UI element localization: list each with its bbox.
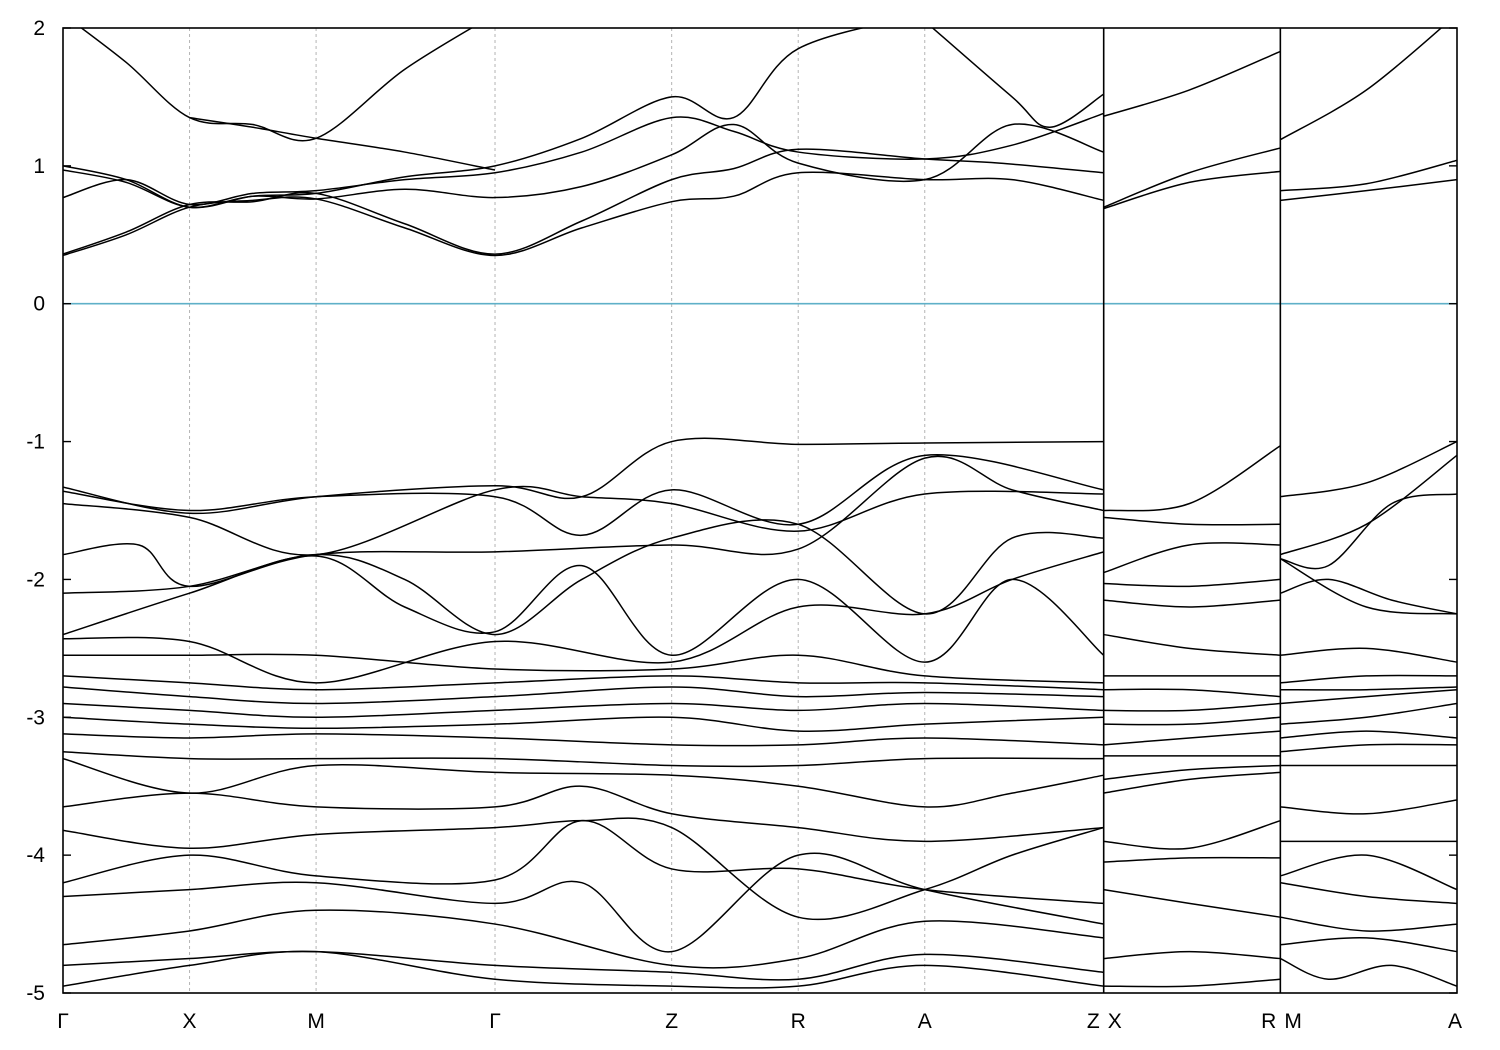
band-line xyxy=(63,819,1104,905)
band-line xyxy=(63,686,1104,705)
band-line xyxy=(1279,558,1457,615)
band-line xyxy=(63,950,1104,981)
y-tick-label: -3 xyxy=(26,706,45,729)
band-line xyxy=(1103,633,1281,656)
y-tick-label: 1 xyxy=(33,155,45,178)
band-line xyxy=(1280,957,1457,987)
band-line xyxy=(1280,936,1457,953)
band-curves xyxy=(63,28,1457,989)
band-line xyxy=(63,112,1104,206)
band-line xyxy=(1280,674,1457,684)
band-line xyxy=(931,28,1105,129)
band-line xyxy=(80,28,474,142)
band-line xyxy=(1103,771,1281,794)
band-line xyxy=(1280,454,1457,556)
band-line xyxy=(1103,978,1281,988)
band-line xyxy=(1103,542,1281,574)
band-line xyxy=(63,28,866,209)
band-line xyxy=(1280,688,1457,705)
x-tick-label: A xyxy=(1448,1010,1462,1033)
band-line xyxy=(63,551,1104,684)
band-line xyxy=(63,455,1104,588)
band-line xyxy=(1103,888,1281,918)
band-line xyxy=(1103,819,1281,850)
x-tick-label: Γ xyxy=(57,1010,69,1033)
y-tick-label: -1 xyxy=(26,431,45,454)
band-line xyxy=(1280,702,1457,725)
band-line xyxy=(1280,440,1457,498)
band-line xyxy=(1280,159,1457,192)
band-line xyxy=(63,653,1104,684)
band-line xyxy=(189,116,496,171)
band-line xyxy=(63,519,1104,636)
band-line xyxy=(1103,688,1281,698)
band-line xyxy=(63,716,1104,732)
band-line xyxy=(1103,702,1281,712)
x-tick-label: A xyxy=(918,1010,932,1033)
band-line xyxy=(1103,730,1281,746)
band-line xyxy=(63,437,1104,515)
band-line xyxy=(1280,578,1457,615)
band-line xyxy=(1103,516,1281,526)
x-tick-label: Z xyxy=(1087,1010,1100,1033)
band-line xyxy=(63,751,1104,768)
band-line xyxy=(63,950,1104,989)
band-line xyxy=(1280,730,1457,739)
band-line xyxy=(1103,445,1281,512)
x-tick-label: X xyxy=(183,1010,197,1033)
band-line xyxy=(63,733,1104,747)
x-tick-label: M xyxy=(307,1010,325,1033)
band-line xyxy=(1103,950,1281,960)
x-tick-label: M xyxy=(1284,1010,1302,1033)
plot-frame xyxy=(62,27,1458,994)
band-line xyxy=(1103,147,1281,208)
x-tick-label: R xyxy=(1261,1010,1276,1033)
band-line xyxy=(1103,50,1281,117)
k-point-gridlines xyxy=(189,28,926,993)
band-line xyxy=(1280,854,1457,891)
x-tick-label: Γ xyxy=(489,1010,501,1033)
x-tick-label: X xyxy=(1108,1010,1122,1033)
band-line xyxy=(1103,856,1281,863)
y-tick-label: -2 xyxy=(26,568,45,591)
y-axis-ticks: 2 1 0 -1 -2 -3 -4 -5 xyxy=(26,17,1457,1005)
band-line xyxy=(1280,881,1457,905)
band-line xyxy=(63,453,1104,537)
band-line xyxy=(63,555,1105,663)
band-line xyxy=(63,817,1104,921)
x-tick-label: Z xyxy=(665,1010,678,1033)
band-line xyxy=(1103,764,1281,781)
band-line xyxy=(63,852,1104,953)
band-line xyxy=(63,702,1104,719)
y-tick-label: -5 xyxy=(26,982,45,1005)
band-line xyxy=(1280,799,1457,815)
band-line xyxy=(63,485,1104,556)
y-tick-label: -4 xyxy=(26,844,45,867)
segment-dividers xyxy=(1102,28,1282,993)
band-line xyxy=(1279,28,1443,141)
band-line xyxy=(1103,716,1281,726)
band-line xyxy=(63,785,1104,843)
band-line xyxy=(1103,578,1281,588)
band-line xyxy=(1280,686,1457,691)
band-line xyxy=(1280,647,1457,663)
y-tick-label: 0 xyxy=(33,293,45,316)
band-line xyxy=(1103,170,1281,210)
band-line xyxy=(63,123,1104,209)
band-line xyxy=(1280,916,1457,932)
x-tick-label: R xyxy=(791,1010,806,1033)
band-line xyxy=(1280,178,1457,202)
band-line xyxy=(1280,743,1457,753)
band-line xyxy=(63,171,1104,257)
band-line xyxy=(1103,599,1281,608)
band-line xyxy=(63,757,1104,808)
band-line xyxy=(1280,493,1457,570)
band-line xyxy=(63,909,1104,969)
band-line xyxy=(63,675,1104,691)
y-tick-label: 2 xyxy=(33,17,45,40)
